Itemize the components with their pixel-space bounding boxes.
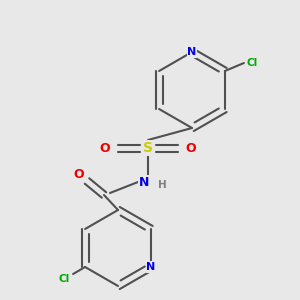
- Text: N: N: [139, 176, 149, 188]
- Text: Cl: Cl: [246, 58, 257, 68]
- Text: N: N: [146, 262, 155, 272]
- Text: S: S: [143, 141, 153, 155]
- Text: O: O: [186, 142, 196, 154]
- Text: O: O: [100, 142, 110, 154]
- Text: O: O: [74, 167, 84, 181]
- Text: Cl: Cl: [58, 274, 70, 284]
- Text: H: H: [158, 180, 166, 190]
- Text: N: N: [188, 47, 196, 57]
